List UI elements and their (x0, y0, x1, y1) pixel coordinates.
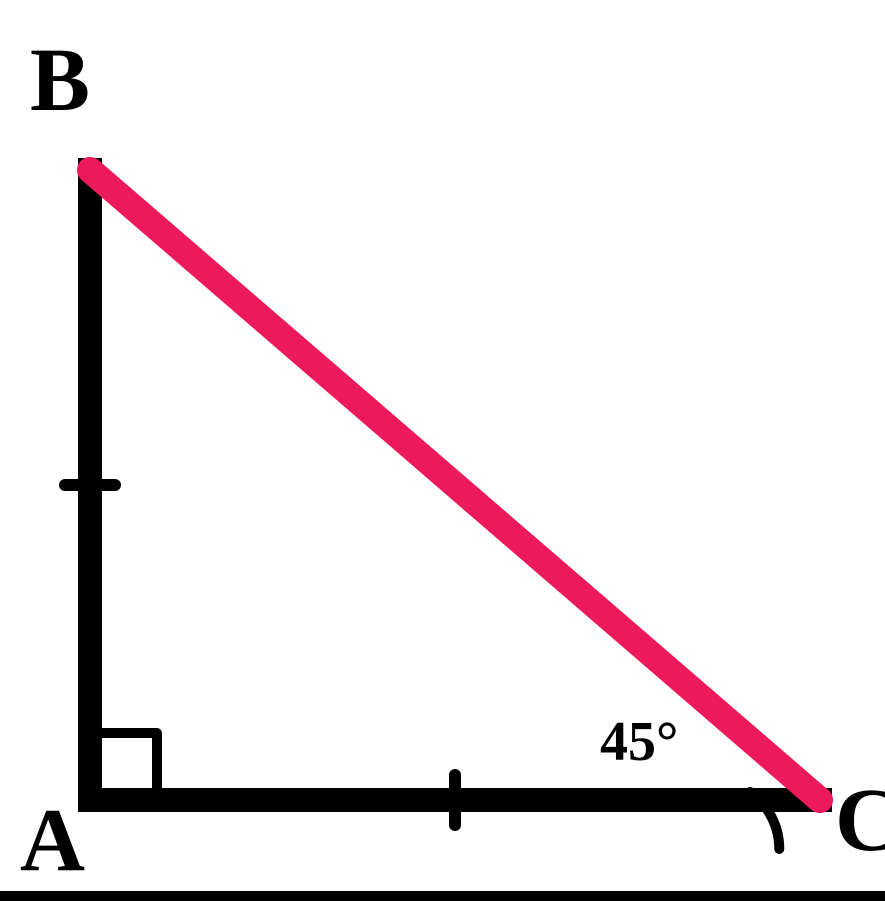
side-bc-hypotenuse (90, 170, 820, 800)
vertex-label-b: B (30, 31, 90, 130)
footer-divider (0, 891, 885, 901)
vertex-label-c: C (835, 771, 885, 870)
right-angle-mark (102, 733, 157, 788)
diagram-canvas: A B C 45° (0, 0, 885, 901)
angle-c-label: 45° (600, 711, 678, 773)
vertex-label-a: A (20, 791, 85, 890)
